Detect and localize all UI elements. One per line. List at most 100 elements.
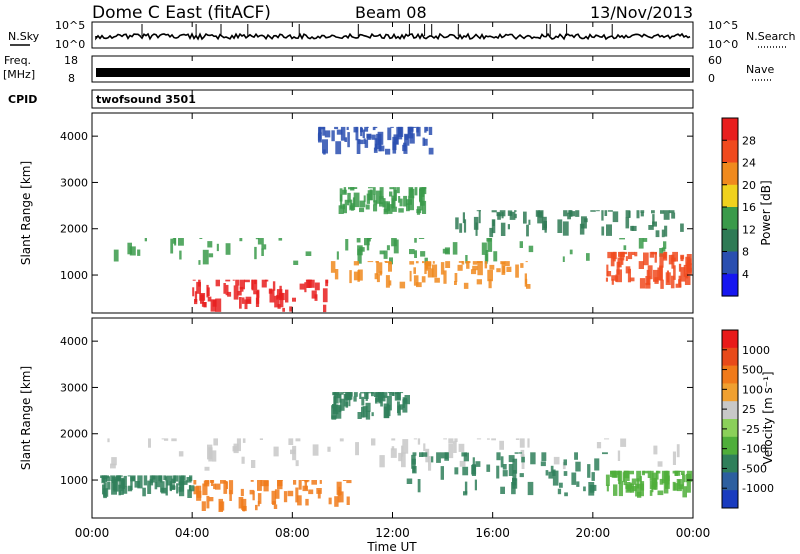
power-scatter-mark — [660, 210, 665, 214]
power-scatter-mark — [663, 253, 667, 259]
power-scatter-mark — [282, 307, 285, 312]
velocity-scatter-mark — [332, 392, 337, 396]
power-scatter-mark — [620, 251, 625, 258]
power-scatter-mark — [459, 223, 463, 233]
power-scatter-mark — [647, 265, 653, 280]
velocity-scatter-mark — [110, 475, 116, 481]
velocity-scatter-mark — [371, 438, 376, 446]
power-scatter-mark — [342, 189, 347, 195]
power-scatter-mark — [523, 211, 527, 224]
velocity-scatter-mark — [218, 498, 223, 512]
power-scatter-mark — [629, 277, 635, 282]
power-scatter-mark — [579, 223, 585, 235]
power-scatter-mark — [654, 252, 657, 263]
power-scatter-mark — [254, 246, 257, 260]
velocity-scatter-mark — [474, 479, 477, 491]
power-scatter-mark — [557, 219, 563, 233]
velocity-colorbar-tick-label: 1000 — [742, 344, 770, 357]
cpid-label: CPID — [8, 93, 37, 106]
power-scatter-mark — [366, 193, 370, 204]
velocity-scatter-mark — [130, 475, 136, 482]
velocity-colorbar-swatch — [722, 347, 738, 367]
power-scatter-mark — [636, 210, 640, 219]
power-scatter-mark — [384, 201, 388, 213]
velocity-scatter-mark — [593, 484, 597, 491]
power-scatter-mark — [289, 306, 293, 312]
power-scatter-mark — [279, 285, 282, 300]
velocity-scatter-mark — [130, 476, 133, 491]
power-scatter-mark — [581, 216, 587, 229]
power-scatter-mark — [194, 299, 198, 305]
power-scatter-mark — [514, 210, 517, 212]
velocity-scatter-mark — [591, 472, 595, 481]
velocity-scatter-mark — [500, 486, 505, 494]
velocity-scatter-mark — [527, 481, 534, 496]
power-scatter-mark — [407, 126, 412, 128]
power-scatter-mark — [661, 247, 666, 252]
power-scatter-mark — [244, 279, 250, 283]
power-scatter-mark — [233, 285, 239, 300]
power-scatter-mark — [563, 210, 568, 217]
power-scatter-mark — [251, 279, 258, 291]
velocity-colorbar-swatch — [722, 454, 738, 473]
power-scatter-mark — [307, 279, 312, 288]
velocity-scatter-mark — [672, 481, 676, 491]
power-scatter-mark — [520, 263, 524, 268]
power-scatter-mark — [463, 282, 469, 289]
velocity-scatter-mark — [305, 498, 309, 506]
velocity-scatter-mark — [541, 452, 547, 461]
velocity-scatter-mark — [487, 438, 490, 440]
power-ytick-label: 3000 — [60, 176, 88, 189]
power-scatter-mark — [590, 210, 596, 212]
power-scatter-mark — [274, 295, 279, 308]
power-scatter-mark — [257, 238, 264, 245]
velocity-scatter-mark — [338, 486, 341, 496]
velocity-scatter-mark — [448, 438, 454, 444]
power-scatter-mark — [452, 242, 458, 255]
power-scatter-mark — [292, 297, 296, 302]
velocity-scatter-mark — [683, 474, 686, 483]
velocity-scatter-mark — [169, 484, 175, 490]
velocity-scatter-mark — [618, 470, 621, 485]
velocity-scatter-mark — [251, 460, 256, 468]
power-scatter-mark — [255, 238, 260, 240]
power-colorbar-swatch — [722, 162, 738, 186]
power-ylabel: Slant Range [km] — [19, 161, 33, 265]
power-scatter-mark — [422, 137, 425, 146]
nsearch-tick-top: 10^5 — [708, 19, 738, 32]
power-scatter-mark — [419, 188, 423, 202]
velocity-scatter-mark — [163, 475, 167, 481]
power-scatter-mark — [346, 126, 349, 130]
power-scatter-mark — [239, 279, 245, 290]
velocity-scatter-mark — [249, 489, 254, 495]
cpid-value: twofsound 3501 — [96, 93, 196, 106]
velocity-scatter-mark — [142, 487, 146, 497]
velocity-scatter-mark — [391, 438, 396, 441]
power-scatter-mark — [622, 251, 628, 255]
velocity-scatter-mark — [657, 490, 664, 496]
power-scatter-mark — [277, 304, 281, 309]
velocity-colorbar-swatch — [722, 365, 738, 384]
power-scatter-mark — [237, 290, 242, 296]
velocity-scatter-mark — [176, 483, 179, 494]
velocity-scatter-mark — [548, 471, 554, 479]
velocity-scatter-mark — [105, 476, 110, 482]
power-scatter-mark — [304, 282, 307, 293]
power-colorbar-swatch — [722, 229, 738, 253]
velocity-scatter-mark — [353, 396, 357, 402]
power-scatter-mark — [369, 189, 373, 201]
power-scatter-mark — [642, 238, 648, 242]
velocity-scatter-mark — [440, 452, 445, 459]
power-scatter-mark — [501, 212, 504, 219]
power-scatter-mark — [491, 210, 497, 213]
power-scatter-mark — [379, 187, 384, 199]
velocity-colorbar-tick-label: -100 — [742, 443, 767, 456]
velocity-scatter-mark — [365, 410, 371, 420]
velocity-scatter-mark — [508, 464, 514, 476]
power-scatter-mark — [651, 251, 657, 255]
power-scatter-mark — [672, 251, 678, 262]
power-scatter-mark — [673, 265, 676, 280]
velocity-scatter-mark — [312, 444, 319, 456]
velocity-scatter-mark — [562, 462, 566, 470]
power-scatter-mark — [424, 138, 428, 146]
